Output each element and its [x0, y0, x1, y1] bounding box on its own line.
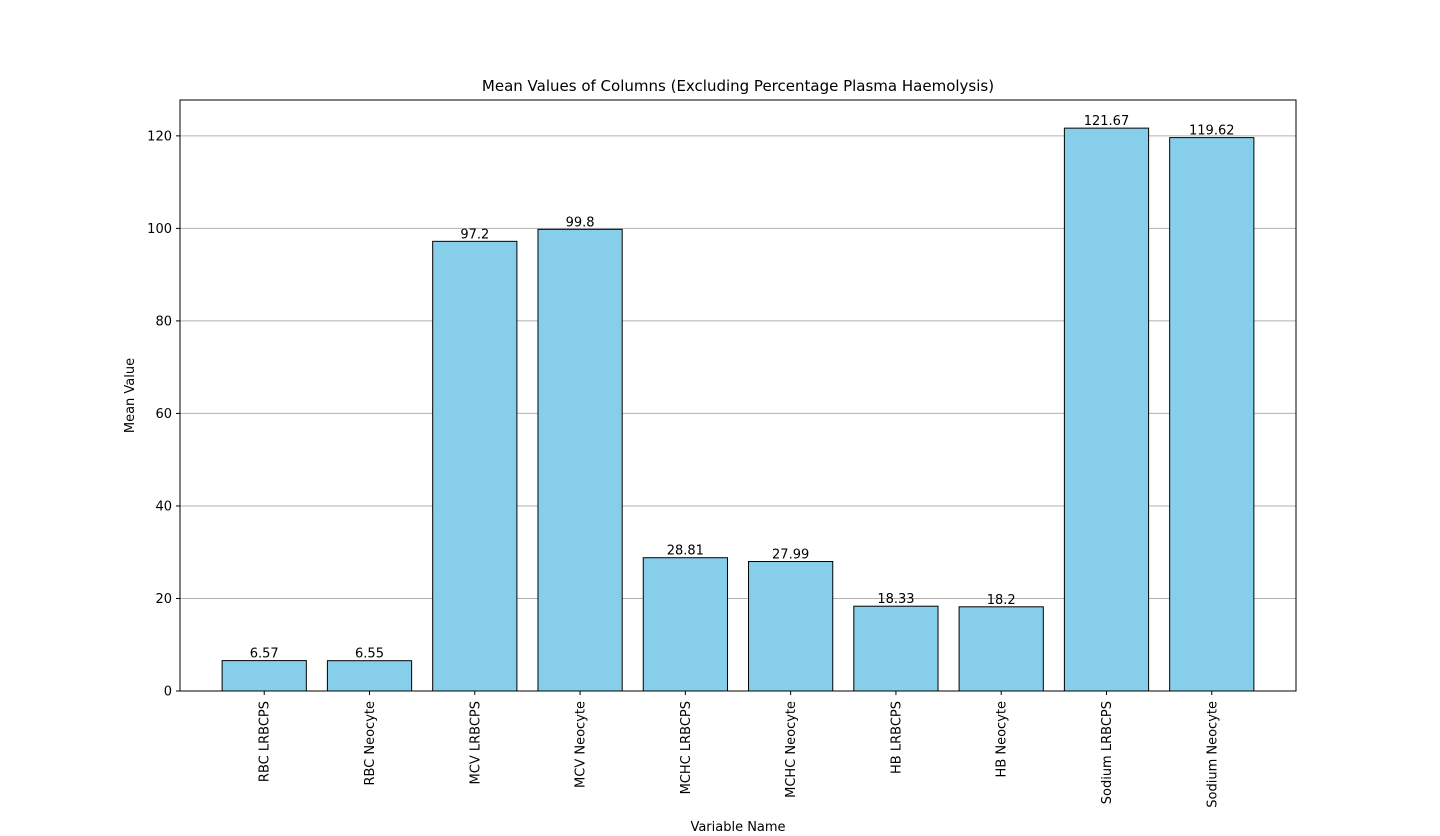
- x-tick-label: RBC Neocyte: [363, 701, 378, 786]
- y-tick-label: 40: [155, 499, 172, 514]
- bar-value-label: 121.67: [1084, 114, 1130, 129]
- bar-value-label: 97.2: [460, 227, 489, 242]
- x-axis-label: Variable Name: [690, 820, 785, 835]
- bar: [1063, 127, 1150, 692]
- y-tick-label: 60: [155, 407, 172, 422]
- y-tick-label: 120: [147, 129, 172, 144]
- y-axis-label: Mean Value: [123, 358, 138, 433]
- bar-value-label: 27.99: [772, 548, 809, 563]
- x-tick-label: HB LRBCPS: [889, 701, 904, 774]
- x-tick-label: MCV LRBCPS: [468, 701, 483, 784]
- bar: [853, 605, 939, 692]
- bar: [642, 557, 728, 692]
- bars: [221, 127, 1255, 692]
- bar: [326, 660, 413, 692]
- plot-frame: [179, 99, 1297, 692]
- x-tick-label: MCV Neocyte: [574, 701, 589, 788]
- bar: [958, 606, 1044, 692]
- x-tick-label: Sodium Neocyte: [1205, 701, 1220, 808]
- x-tick-label: HB Neocyte: [995, 701, 1010, 777]
- bar-value-labels: 6.57 6.55 97.2 99.8 28.81 27.99 18.33 18.2 121.6…: [250, 114, 1235, 662]
- y-tick-label: 80: [155, 314, 172, 329]
- x-tick-label: Sodium LRBCPS: [1100, 701, 1115, 804]
- x-tick-label: RBC LRBCPS: [258, 701, 273, 782]
- grid-lines: [180, 135, 1296, 692]
- bar-value-label: 99.8: [566, 215, 595, 230]
- x-tick-label: MCHC LRBCPS: [679, 701, 694, 794]
- bar: [1169, 137, 1255, 692]
- y-axis-ticks: 0 20 40 60 80 100 120: [147, 129, 180, 700]
- bar-value-label: 119.62: [1189, 124, 1235, 139]
- y-tick-label: 20: [155, 592, 172, 607]
- bar: [748, 561, 834, 692]
- bar-value-label: 6.55: [355, 647, 384, 662]
- bar: [221, 660, 307, 692]
- chart-title: Mean Values of Columns (Excluding Percen…: [482, 77, 994, 95]
- bar-value-label: 18.33: [877, 592, 914, 607]
- bar-value-label: 28.81: [667, 544, 704, 559]
- bar-value-label: 6.57: [250, 647, 279, 662]
- y-tick-label: 0: [164, 685, 172, 700]
- y-tick-label: 100: [147, 222, 172, 237]
- bar-value-label: 18.2: [987, 593, 1016, 608]
- x-tick-label: MCHC Neocyte: [784, 701, 799, 798]
- bar: [537, 228, 623, 692]
- bar: [432, 240, 518, 692]
- x-axis-ticks: RBC LRBCPS RBC Neocyte MCV LRBCPS MCV Neocy…: [258, 691, 1220, 808]
